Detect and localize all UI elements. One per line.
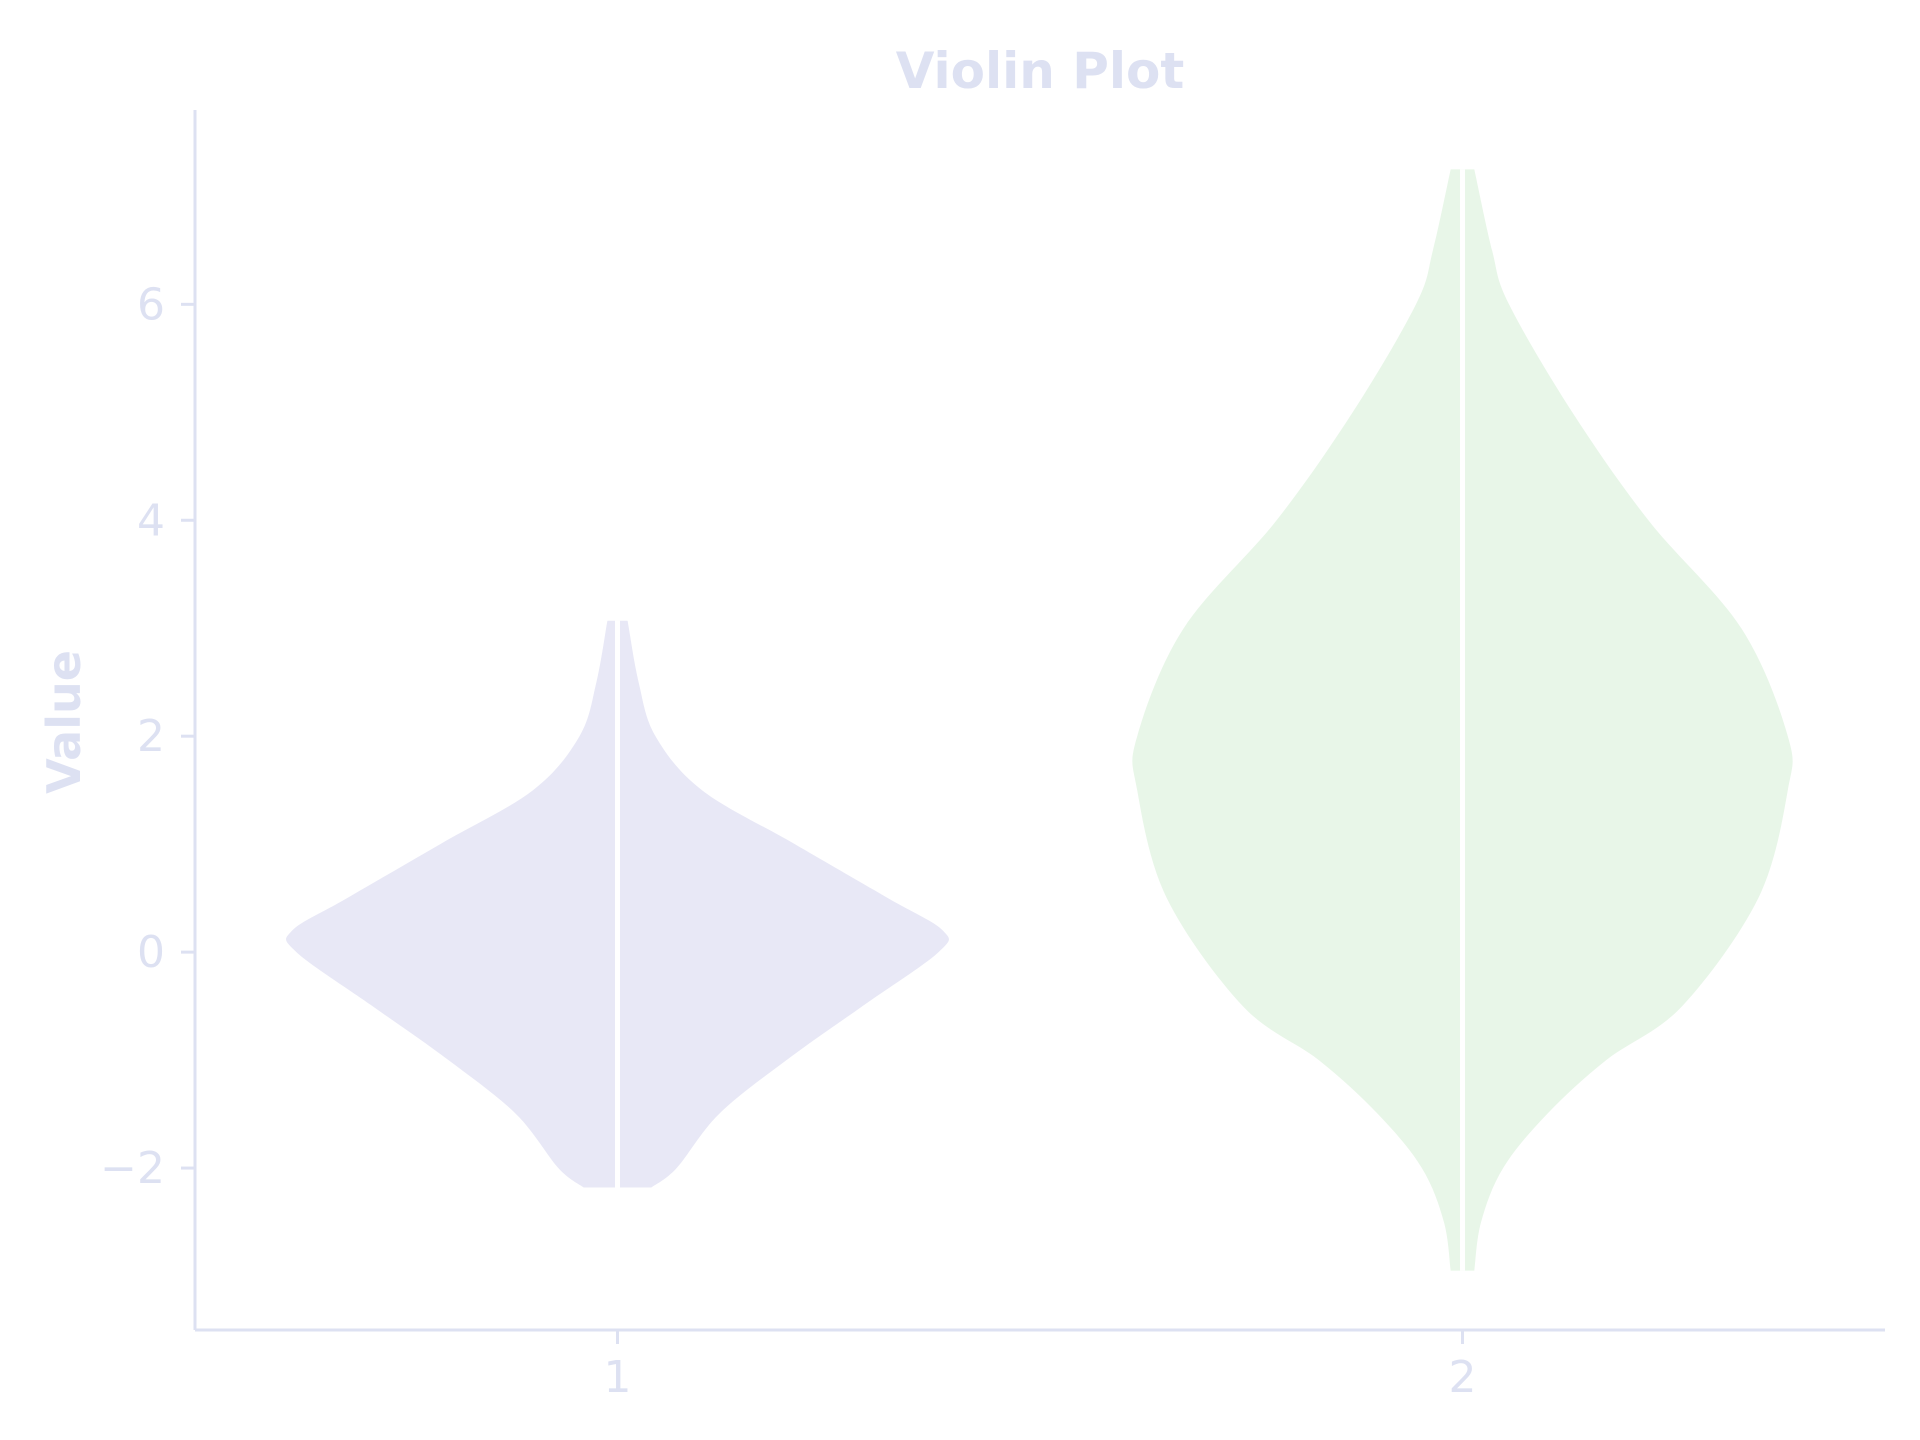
chart-title: Violin Plot: [896, 42, 1185, 100]
y-tick-label: −2: [100, 1143, 165, 1194]
x-tick-label: 1: [604, 1352, 632, 1403]
axes-layer: [193, 110, 1885, 1332]
y-tick-label: 4: [137, 495, 165, 546]
y-axis-label: Value: [37, 650, 91, 794]
violins-layer: [286, 169, 1793, 1271]
y-tick-label: 6: [137, 279, 165, 330]
y-tick-label: 0: [137, 927, 165, 978]
y-tick-label: 2: [137, 711, 165, 762]
x-tick-label: 2: [1449, 1352, 1477, 1403]
y-ticks: −2 0 2 4 6: [100, 279, 195, 1194]
